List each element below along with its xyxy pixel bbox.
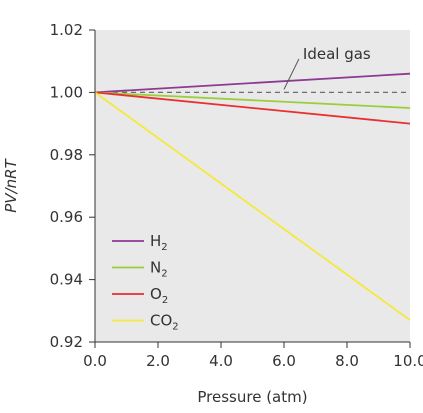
annotation-ideal-gas: Ideal gas — [303, 45, 371, 63]
y-axis-label: PV/nRT — [2, 157, 20, 212]
y-tick-label: 0.92 — [50, 333, 83, 351]
series-line-o2 — [94, 91, 411, 125]
y-tick-label: 0.94 — [50, 271, 83, 289]
legend-subscript: 2 — [162, 295, 168, 306]
x-tick-label: 8.0 — [335, 352, 359, 370]
x-axis-label: Pressure (atm) — [197, 388, 307, 406]
series-line-co2 — [94, 91, 411, 321]
series-line-h2 — [94, 72, 411, 94]
legend-label-co2: CO2 — [150, 312, 179, 333]
x-tick-label: 2.0 — [146, 352, 170, 370]
x-tick-label: 10.0 — [393, 352, 423, 370]
annotation-pointer — [283, 58, 300, 90]
legend-subscript: 2 — [161, 242, 167, 253]
x-tick-label: 6.0 — [272, 352, 296, 370]
legend-subscript: 2 — [161, 269, 167, 280]
y-tick-label: 0.96 — [50, 208, 83, 226]
y-tick-label: 0.98 — [50, 146, 83, 164]
legend-subscript: 2 — [172, 322, 178, 333]
x-tick-label: 4.0 — [209, 352, 233, 370]
plot-area — [95, 30, 410, 342]
series-line-n2 — [94, 91, 411, 109]
x-tick-label: 0.0 — [83, 352, 107, 370]
y-tick-label: 1.02 — [50, 21, 83, 39]
y-tick-label: 1.00 — [50, 83, 83, 101]
